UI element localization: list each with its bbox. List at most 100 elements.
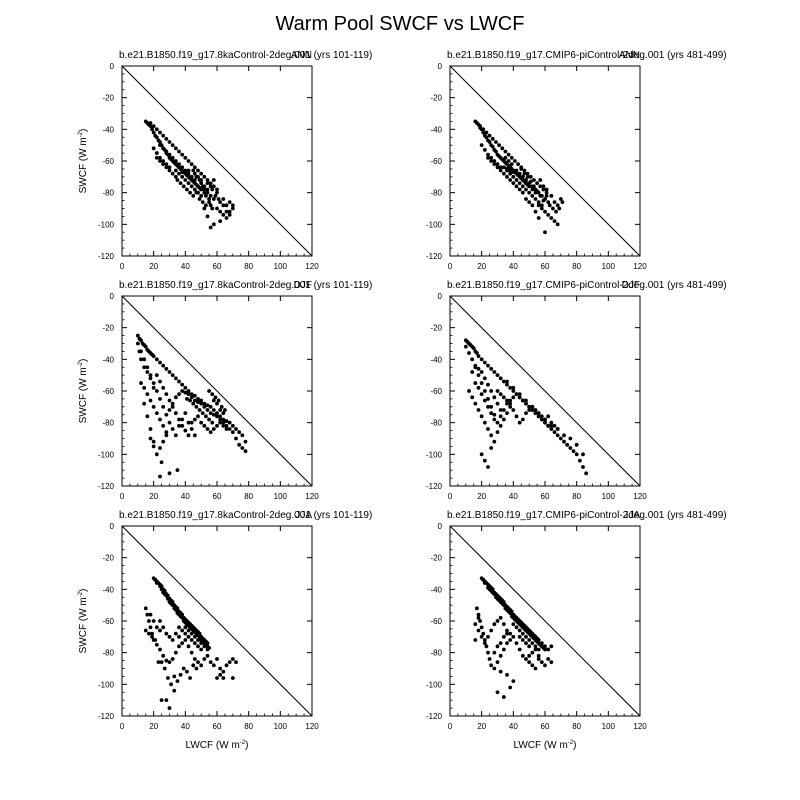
data-point: [240, 446, 245, 450]
data-point: [492, 159, 497, 163]
data-point: [154, 625, 159, 630]
data-point: [544, 193, 549, 198]
data-point: [511, 389, 516, 393]
data-point: [151, 130, 156, 135]
data-point: [199, 641, 204, 646]
data-point: [514, 392, 519, 397]
data-point: [530, 663, 535, 668]
data-point: [476, 385, 481, 390]
data-point: [479, 381, 484, 385]
data-point: [528, 174, 533, 179]
y-tick-label: -20: [102, 94, 114, 103]
data-point: [199, 663, 204, 668]
data-point: [215, 676, 219, 680]
data-point: [484, 130, 489, 135]
data-point: [166, 676, 170, 680]
data-point: [489, 446, 494, 450]
data-point: [186, 181, 191, 186]
data-point: [476, 354, 481, 359]
data-point: [181, 666, 186, 671]
data-point: [482, 360, 487, 365]
data-point: [177, 417, 181, 422]
data-point: [216, 197, 221, 201]
data-point: [211, 427, 216, 431]
data-point: [189, 420, 194, 425]
data-point: [173, 411, 178, 416]
data-point: [514, 414, 519, 419]
data-point: [479, 392, 484, 397]
data-point: [508, 398, 513, 403]
panel-left-title: b.e21.B1850.f19_g17.CMIP6-piControl-2deg…: [447, 280, 727, 291]
y-tick-label: -60: [102, 157, 114, 166]
data-point: [218, 666, 223, 671]
data-point: [148, 373, 153, 378]
data-point: [487, 133, 492, 138]
data-point: [522, 168, 527, 173]
data-point: [204, 203, 208, 208]
data-point: [511, 174, 516, 179]
data-point: [172, 688, 177, 693]
data-point: [167, 420, 172, 425]
data-point: [158, 143, 162, 148]
data-point: [196, 414, 200, 419]
data-point: [467, 351, 471, 355]
data-point: [492, 666, 497, 671]
y-tick-label: -80: [102, 189, 114, 198]
data-point: [164, 162, 169, 167]
data-point: [215, 190, 219, 195]
x-tick-label: 20: [149, 722, 158, 731]
panel-season-label: DJF: [294, 280, 312, 291]
data-point: [495, 430, 500, 435]
data-point: [167, 152, 172, 157]
data-point: [186, 392, 191, 397]
data-point: [527, 200, 532, 205]
x-tick-label: 40: [509, 262, 518, 271]
x-tick-label: 60: [541, 492, 550, 501]
data-point: [503, 606, 508, 611]
scatter-panel: b.e21.B1850.f19_g17.CMIP6-piControl-2deg…: [426, 50, 727, 271]
data-point: [541, 184, 546, 189]
data-point: [498, 376, 503, 381]
y-tick-label: -40: [102, 125, 114, 134]
data-point: [495, 389, 500, 393]
data-point: [517, 187, 522, 192]
data-point: [473, 381, 478, 385]
data-point: [479, 370, 484, 374]
data-point: [218, 420, 223, 425]
data-point: [154, 389, 159, 393]
data-point: [194, 666, 199, 671]
data-point: [158, 397, 162, 401]
data-point: [151, 444, 156, 449]
data-point: [530, 203, 535, 208]
data-point: [487, 587, 492, 592]
data-point: [516, 162, 520, 167]
data-point: [543, 663, 547, 668]
data-point: [204, 414, 208, 419]
data-point: [148, 436, 153, 441]
data-point: [484, 135, 489, 140]
y-tick-label: -20: [102, 554, 114, 563]
data-point: [476, 408, 481, 412]
data-point: [501, 622, 506, 627]
data-point: [543, 209, 547, 214]
data-point: [471, 346, 476, 351]
data-point: [148, 625, 153, 630]
data-point: [227, 660, 232, 665]
data-point: [486, 427, 490, 431]
data-point: [164, 433, 169, 438]
data-point: [205, 190, 210, 195]
data-point: [535, 189, 539, 193]
data-point: [544, 187, 549, 192]
data-point: [527, 638, 532, 642]
data-point: [513, 159, 517, 163]
data-point: [169, 682, 173, 687]
data-point: [218, 408, 223, 412]
data-point: [227, 212, 232, 217]
data-point: [482, 389, 487, 393]
data-point: [470, 395, 475, 400]
data-point: [489, 155, 494, 160]
data-point: [505, 398, 509, 403]
data-point: [224, 209, 229, 214]
data-point: [192, 433, 197, 438]
data-point: [178, 181, 183, 186]
